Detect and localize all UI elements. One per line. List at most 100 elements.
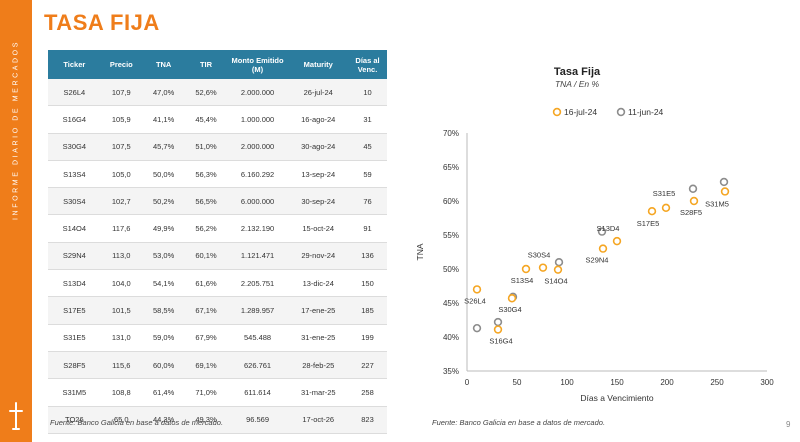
cell-ticker: S13S4: [48, 160, 101, 189]
cell-ticker: S13D4: [48, 269, 101, 298]
cell-tna: 44,3%: [141, 406, 186, 434]
table-row: S17E5 101,5 58,5% 67,1% 1.289.957 17-ene-25 18…: [48, 296, 387, 325]
data-point-jul: [689, 196, 699, 206]
sidebar-band: INFORME DIARIO DE MERCADOS: [0, 0, 32, 442]
data-point-jun: [597, 227, 607, 236]
cell-tna: 58,5%: [141, 296, 186, 325]
cell-dias: 823: [348, 406, 387, 434]
cell-precio: 65,0: [100, 406, 142, 434]
cell-tna: 61,4%: [141, 378, 186, 407]
data-point-jun: [719, 177, 729, 187]
cell-precio: 115,6: [100, 351, 142, 380]
y-tick-label: 45%: [443, 299, 459, 308]
header-tna: TNA: [141, 50, 186, 79]
data-point-jun: [493, 317, 503, 327]
cell-maturity: 17-oct-26: [288, 406, 349, 434]
cell-tna: 60,0%: [141, 351, 186, 380]
cell-maturity: 30-sep-24: [288, 187, 349, 216]
cell-tir: 49,3%: [185, 406, 227, 434]
table-row: S16G4 105,9 41,1% 45,4% 1.000.000 16-ago-24 31: [48, 105, 387, 134]
cell-dias: 76: [348, 187, 387, 216]
y-tick-label: 35%: [443, 367, 459, 376]
cell-monto: 2.205.751: [226, 269, 289, 298]
legend-marker-1: [552, 107, 562, 117]
cell-tir: 52,6%: [185, 79, 227, 107]
cell-ticker: TO26: [48, 406, 101, 434]
cell-tir: 56,3%: [185, 160, 227, 189]
data-point-jul: [472, 285, 482, 294]
cell-monto: 96.569: [226, 406, 289, 434]
cell-tna: 50,0%: [141, 160, 186, 189]
point-label: S17E5: [637, 219, 660, 228]
header-ticker: Ticker: [48, 50, 101, 79]
cell-dias: 150: [348, 269, 387, 298]
data-point-jul: [612, 236, 622, 246]
x-tick-label: 0: [465, 378, 470, 387]
cell-maturity: 26-jul-24: [288, 79, 349, 107]
cell-tna: 45,7%: [141, 133, 186, 161]
data-point-jun: [472, 323, 482, 333]
cell-precio: 101,5: [100, 296, 142, 325]
header-monto: Monto Emitido (M): [226, 50, 289, 79]
x-tick-label: 150: [610, 378, 624, 387]
table-row: S31E5 131,0 59,0% 67,9% 545.488 31-ene-25 199: [48, 324, 387, 352]
y-tick-label: 60%: [443, 197, 459, 206]
header-precio: Precio: [100, 50, 142, 79]
cell-maturity: 16-ago-24: [288, 105, 349, 134]
cell-maturity: 29-nov-24: [288, 242, 349, 271]
sidebar-label: INFORME DIARIO DE MERCADOS: [12, 40, 20, 220]
cell-ticker: S30G4: [48, 133, 101, 161]
cell-ticker: S29N4: [48, 242, 101, 271]
x-tick-label: 200: [660, 378, 674, 387]
cell-precio: 107,9: [100, 79, 142, 107]
cell-tir: 60,1%: [185, 242, 227, 271]
cell-monto: 611.614: [226, 378, 289, 407]
cell-tir: 71,0%: [185, 378, 227, 407]
x-axis-title: Días a Vencimiento: [580, 393, 654, 403]
cell-dias: 199: [348, 324, 387, 352]
point-label: S30S4: [528, 251, 551, 260]
cell-maturity: 13-sep-24: [288, 160, 349, 189]
cell-dias: 59: [348, 160, 387, 189]
cell-tir: 56,5%: [185, 187, 227, 216]
cell-maturity: 31-mar-25: [288, 378, 349, 407]
data-point-jul: [661, 203, 671, 213]
data-point-jul: [507, 294, 517, 303]
y-axis-title: TNA: [415, 243, 425, 260]
cell-dias: 31: [348, 105, 387, 134]
legend-label-2: 11-jun-24: [628, 107, 664, 117]
cell-precio: 102,7: [100, 187, 142, 216]
chart-source-note: Fuente: Banco Galicia en base a datos de…: [432, 418, 606, 427]
table-row: S28F5 115,6 60,0% 69,1% 626.761 28-feb-25 227: [48, 351, 387, 380]
cross-logo-icon: [9, 402, 23, 430]
page-number: 9: [786, 420, 791, 429]
table-header-row: Ticker Precio TNA TIR Monto Emitido (M) …: [48, 50, 387, 79]
table-row: S13S4 105,0 50,0% 56,3% 6.160.292 13-sep-24 59: [48, 160, 387, 189]
cell-precio: 108,8: [100, 378, 142, 407]
x-tick-label: 100: [560, 378, 574, 387]
data-point-jul: [720, 187, 730, 196]
point-label: S16G4: [489, 337, 512, 346]
y-tick-label: 50%: [443, 265, 459, 274]
cell-dias: 185: [348, 296, 387, 325]
y-tick-label: 65%: [443, 163, 459, 172]
chart-title: Tasa Fija: [554, 66, 601, 78]
table-row: S14O4 117,6 49,9% 56,2% 2.132.190 15-oct-24 91: [48, 214, 387, 243]
header-dias: Días al Venc.: [348, 50, 387, 79]
table-row: TO26 65,0 44,3% 49,3% 96.569 17-oct-26 823: [48, 406, 387, 434]
cell-dias: 91: [348, 214, 387, 243]
point-label: S31E5: [653, 189, 676, 198]
point-label: S31M5: [705, 199, 729, 208]
header-maturity: Maturity: [288, 50, 349, 79]
cell-maturity: 13-dic-24: [288, 269, 349, 298]
table-row: S26L4 107,9 47,0% 52,6% 2.000.000 26-jul-24 10: [48, 79, 387, 107]
cell-maturity: 30-ago-24: [288, 133, 349, 161]
cell-tna: 53,0%: [141, 242, 186, 271]
page-title: TASA FIJA: [44, 10, 160, 35]
cell-dias: 10: [348, 79, 387, 107]
point-label: S30G4: [498, 305, 521, 314]
data-point-jun: [554, 258, 564, 267]
point-label: S28F5: [680, 208, 702, 217]
cell-precio: 107,5: [100, 133, 142, 161]
point-label: S26L4: [464, 296, 486, 305]
